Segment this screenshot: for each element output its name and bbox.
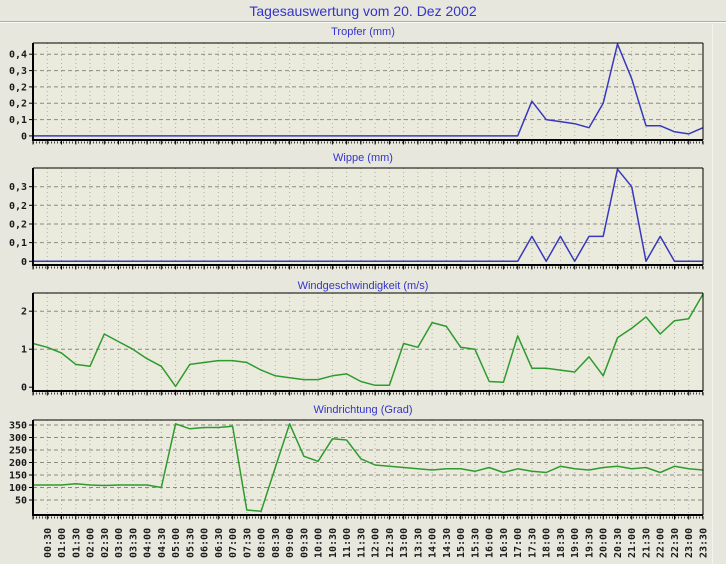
wippe-line	[33, 168, 703, 263]
chart-title-tropfer: Tropfer (mm)	[331, 26, 395, 38]
x-axis-label: 07:30	[242, 528, 253, 558]
windgeschwindigkeit-chart: 2 1 0	[21, 292, 704, 396]
y-axis-label: 0,3	[9, 66, 27, 77]
y-axis-label: 0	[21, 383, 27, 394]
x-axis-label: 04:30	[157, 528, 168, 558]
x-axis-label: 16:30	[499, 528, 510, 558]
x-axis-label: 20:00	[599, 528, 610, 558]
y-axis-label: 0,1	[9, 115, 27, 126]
y-axis-label: 300	[9, 433, 27, 444]
chart-title-windgeschwindigkeit: Windgeschwindigkeit (m/s)	[297, 280, 429, 292]
x-axis-label: 01:30	[71, 528, 82, 558]
y-axis-label: 0,2	[9, 201, 27, 212]
window-edge-highlight	[712, 24, 713, 564]
x-axis-label: 12:00	[371, 528, 382, 558]
x-axis-label: 21:00	[627, 528, 638, 558]
x-axis-label: 21:30	[642, 528, 653, 558]
plot-area	[33, 43, 703, 140]
x-axis-label: 03:30	[128, 528, 139, 558]
x-axis-label: 17:30	[527, 528, 538, 558]
y-axis-label: 0,2	[9, 220, 27, 231]
x-axis-label: 05:00	[171, 528, 182, 558]
x-axis-label: 22:00	[656, 528, 667, 558]
y-axis-label: 250	[9, 446, 27, 457]
tropfer-chart: 0,4 0,3 0,2 0,2 0,1 0	[9, 42, 704, 145]
y-axis-label: 50	[15, 496, 27, 507]
x-axis-label: 22:30	[670, 528, 681, 558]
y-axis-label: 2	[21, 307, 27, 318]
y-axis-label: 0,2	[9, 99, 27, 110]
y-axis-label: 150	[9, 471, 27, 482]
x-axis-label: 15:00	[456, 528, 467, 558]
y-axis-label: 0,3	[9, 182, 27, 193]
x-axis-label: 18:00	[542, 528, 553, 558]
y-axis-label: 200	[9, 458, 27, 469]
y-axis-label: 1	[21, 345, 27, 356]
x-axis-label: 14:30	[442, 528, 453, 558]
x-axis-label: 19:00	[570, 528, 581, 558]
y-axis-label: 0,2	[9, 82, 27, 93]
y-axis-label: 0	[21, 131, 27, 142]
x-axis-label: 07:00	[228, 528, 239, 558]
page-title: Tagesauswertung vom 20. Dez 2002	[249, 3, 477, 19]
x-axis-label: 20:30	[613, 528, 624, 558]
x-axis-label: 10:00	[314, 528, 325, 558]
plot-area	[33, 293, 703, 391]
x-axis-label: 01:00	[57, 528, 68, 558]
x-axis-label: 02:00	[86, 528, 97, 558]
x-axis-label: 13:30	[413, 528, 424, 558]
x-axis-label: 18:30	[556, 528, 567, 558]
x-axis-label: 03:00	[114, 528, 125, 558]
x-axis-label: 11:00	[342, 528, 353, 558]
plot-area	[33, 420, 703, 515]
y-axis-label: 0,1	[9, 238, 27, 249]
x-axis-label: 06:00	[200, 528, 211, 558]
x-axis-label: 17:00	[513, 528, 524, 558]
x-axis-label: 19:30	[585, 528, 596, 558]
x-axis-label: 00:30	[43, 528, 54, 558]
windgeschwindigkeit-line	[32, 293, 704, 388]
x-axis-label: 23:00	[684, 528, 695, 558]
y-axis-label: 0,4	[9, 50, 27, 61]
x-axis-label: 11:30	[356, 528, 367, 558]
x-axis-label: 15:30	[470, 528, 481, 558]
x-axis-label: 09:00	[285, 528, 296, 558]
x-axis-label: 06:30	[214, 528, 225, 558]
chart-title-windrichtung: Windrichtung (Grad)	[313, 404, 413, 416]
y-axis-label: 0	[21, 257, 27, 268]
x-axis-label: 10:30	[328, 528, 339, 558]
x-axis-label: 09:30	[299, 528, 310, 558]
plot-area	[33, 168, 703, 265]
x-axis-label: 12:30	[385, 528, 396, 558]
y-axis-label: 100	[9, 483, 27, 494]
title-separator	[0, 21, 726, 23]
wippe-chart: 0,3 0,2 0,2 0,1 0	[9, 167, 704, 270]
chart-title-wippe: Wippe (mm)	[333, 152, 393, 164]
x-axis-label: 14:00	[428, 528, 439, 558]
x-axis-label: 16:00	[485, 528, 496, 558]
x-axis-label: 08:00	[257, 528, 268, 558]
y-axis-label: 350	[9, 421, 27, 432]
tropfer-line	[33, 43, 704, 137]
x-axis-label: 04:00	[143, 528, 154, 558]
x-axis-label: 08:30	[271, 528, 282, 558]
x-axis-label: 23:30	[699, 528, 710, 558]
x-axis-label: 02:30	[100, 528, 111, 558]
x-axis-label: 05:30	[185, 528, 196, 558]
windrichtung-line	[33, 423, 704, 513]
x-axis-label: 13:00	[399, 528, 410, 558]
